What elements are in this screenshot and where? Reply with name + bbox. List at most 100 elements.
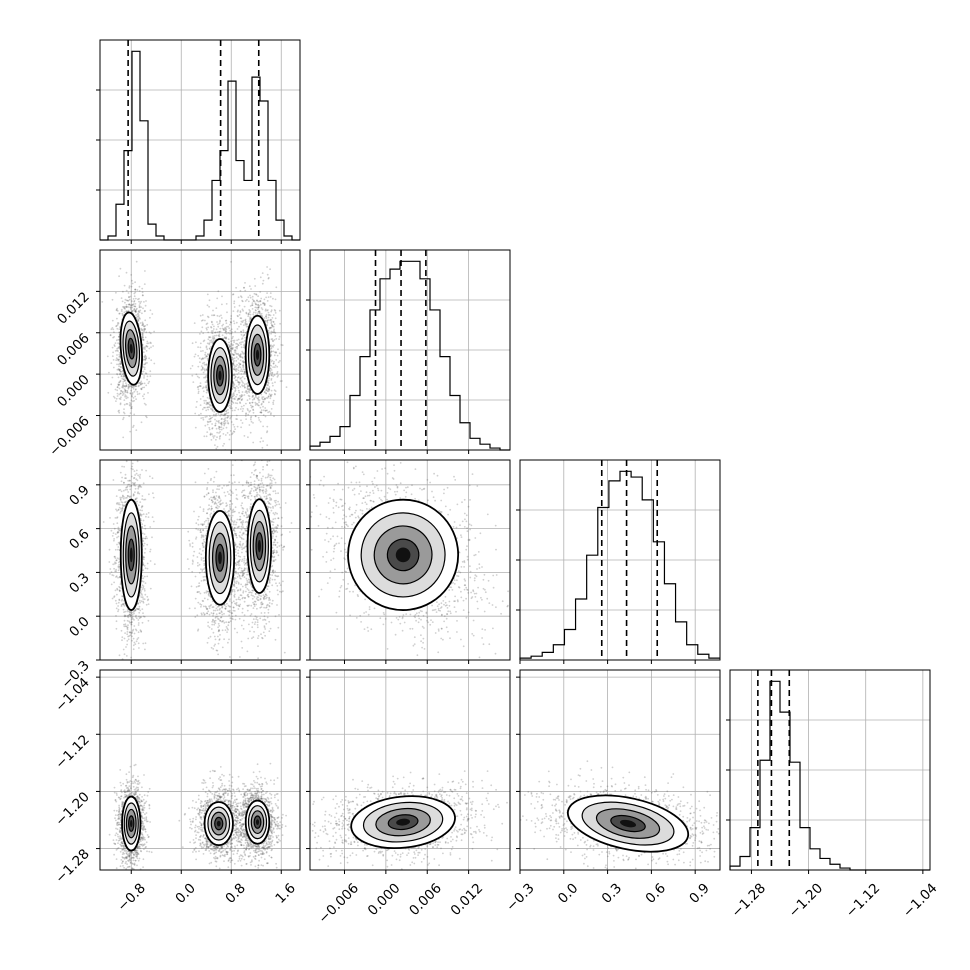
scatter-point bbox=[131, 394, 133, 397]
scatter-point bbox=[215, 412, 218, 415]
scatter-point bbox=[247, 637, 250, 640]
scatter-point bbox=[207, 590, 210, 593]
scatter-point bbox=[228, 402, 231, 404]
scatter-point bbox=[244, 386, 246, 389]
scatter-point bbox=[267, 387, 270, 390]
scatter-point bbox=[237, 397, 240, 400]
scatter-point bbox=[245, 322, 248, 325]
scatter-point bbox=[215, 328, 218, 331]
scatter-point bbox=[212, 619, 214, 622]
scatter-point bbox=[219, 435, 222, 437]
scatter-point bbox=[128, 404, 131, 406]
scatter-point bbox=[208, 342, 211, 344]
scatter-point bbox=[237, 338, 240, 341]
scatter-point bbox=[144, 346, 147, 348]
scatter-point bbox=[210, 320, 213, 323]
scatter-point bbox=[223, 328, 225, 331]
scatter-point bbox=[231, 385, 234, 388]
scatter-point bbox=[230, 405, 232, 408]
scatter-point bbox=[118, 381, 121, 384]
scatter-point bbox=[118, 383, 121, 386]
scatter-point bbox=[202, 371, 205, 374]
scatter-point bbox=[258, 399, 261, 401]
scatter-point bbox=[225, 337, 228, 339]
scatter-point bbox=[120, 389, 122, 392]
scatter-point bbox=[243, 404, 245, 407]
scatter-point bbox=[212, 335, 215, 338]
scatter-point bbox=[234, 398, 236, 401]
scatter-point bbox=[266, 409, 268, 412]
scatter-point bbox=[247, 413, 250, 416]
scatter-point bbox=[243, 334, 246, 337]
scatter-point bbox=[206, 328, 208, 331]
scatter-point bbox=[255, 309, 257, 312]
scatter-point bbox=[264, 397, 266, 400]
scatter-point bbox=[205, 346, 208, 349]
scatter-point bbox=[272, 362, 275, 365]
scatter-point bbox=[234, 351, 237, 354]
scatter-point bbox=[230, 396, 233, 399]
scatter-point bbox=[119, 489, 122, 491]
scatter-point bbox=[261, 489, 264, 492]
scatter-point bbox=[239, 355, 241, 358]
scatter-point bbox=[139, 616, 142, 619]
scatter-point bbox=[265, 324, 268, 326]
scatter-point bbox=[138, 311, 141, 314]
scatter-point bbox=[233, 377, 236, 380]
scatter-point bbox=[237, 381, 240, 383]
scatter-point bbox=[242, 319, 245, 322]
scatter-point bbox=[142, 338, 144, 341]
scatter-point bbox=[126, 609, 129, 611]
scatter-point bbox=[232, 384, 235, 387]
scatter-point bbox=[149, 341, 152, 344]
scatter-point bbox=[222, 422, 225, 425]
scatter-point bbox=[233, 339, 236, 342]
scatter-point bbox=[223, 418, 226, 421]
scatter-point bbox=[113, 344, 116, 346]
density-contour bbox=[129, 343, 133, 354]
scatter-point bbox=[201, 357, 204, 360]
scatter-point bbox=[247, 313, 250, 316]
scatter-point bbox=[234, 387, 237, 390]
scatter-point bbox=[108, 561, 111, 563]
scatter-point bbox=[211, 323, 214, 326]
scatter-point bbox=[236, 402, 239, 405]
scatter-point bbox=[238, 391, 241, 394]
scatter-point bbox=[239, 353, 242, 356]
scatter-point bbox=[264, 415, 267, 418]
scatter-point bbox=[243, 333, 246, 336]
scatter-point bbox=[137, 318, 139, 321]
scatter-point bbox=[195, 373, 198, 376]
scatter-point bbox=[134, 311, 137, 314]
scatter-point bbox=[206, 348, 209, 351]
scatter-point bbox=[140, 486, 143, 488]
scatter-point bbox=[121, 598, 124, 601]
scatter-point bbox=[238, 365, 241, 367]
scatter-point bbox=[232, 310, 235, 312]
scatter-point bbox=[238, 398, 241, 400]
scatter-point bbox=[263, 391, 266, 394]
scatter-point bbox=[244, 545, 247, 548]
scatter-point bbox=[119, 363, 122, 365]
scatter-point bbox=[147, 382, 150, 385]
scatter-point bbox=[203, 368, 206, 371]
scatter-point bbox=[276, 376, 279, 378]
scatter-point bbox=[268, 388, 270, 391]
scatter-point bbox=[250, 484, 253, 486]
scatter-point bbox=[250, 317, 253, 319]
scatter-point bbox=[224, 331, 227, 334]
scatter-point bbox=[117, 383, 120, 386]
scatter-point bbox=[216, 297, 219, 300]
x-tick-label: −1.04 bbox=[900, 880, 941, 921]
scatter-point bbox=[118, 369, 121, 372]
scatter-point bbox=[241, 350, 244, 353]
scatter-point bbox=[273, 323, 276, 326]
scatter-point bbox=[135, 398, 138, 400]
scatter-point bbox=[207, 492, 210, 495]
scatter-point bbox=[242, 364, 245, 366]
scatter-point bbox=[129, 304, 132, 306]
scatter-point bbox=[201, 314, 204, 316]
scatter-point bbox=[270, 379, 273, 381]
scatter-point bbox=[257, 396, 260, 399]
scatter-point bbox=[128, 303, 131, 306]
